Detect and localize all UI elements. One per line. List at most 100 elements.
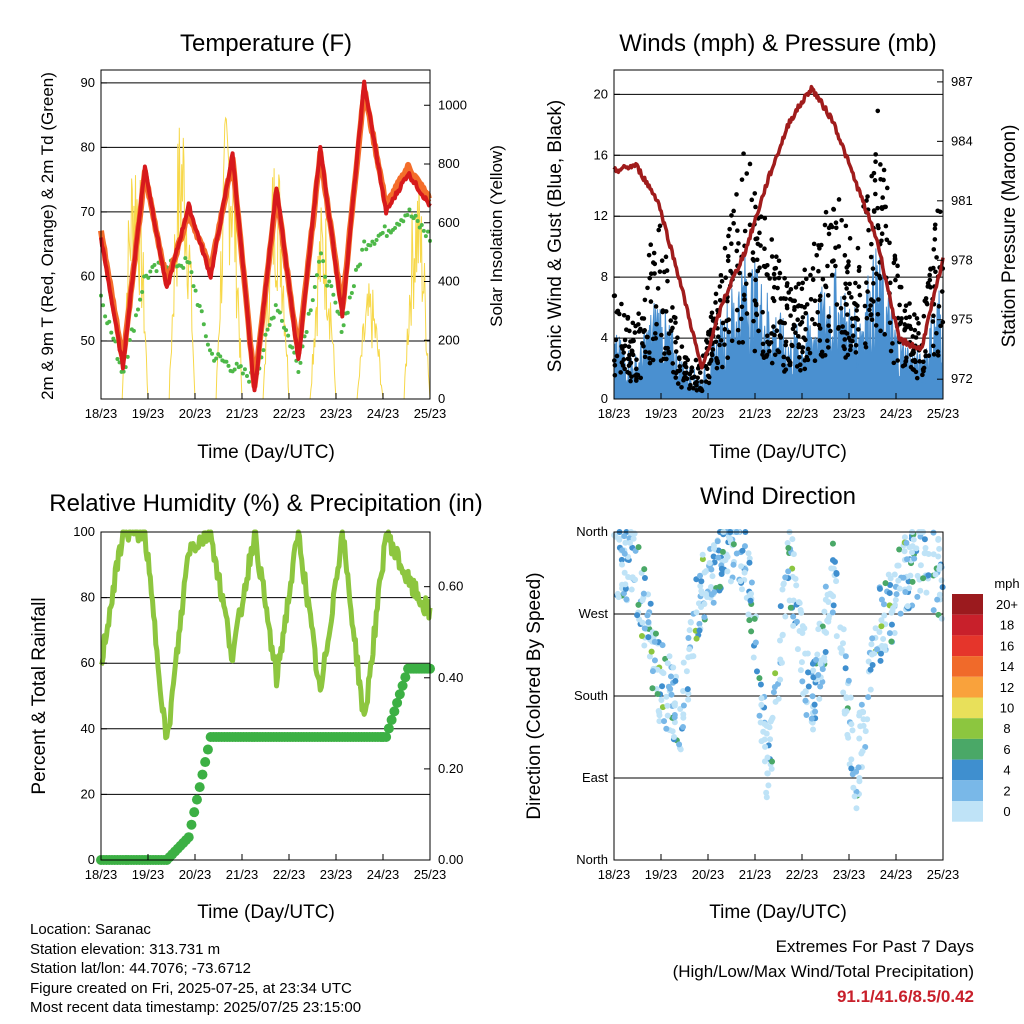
direction-point [886, 590, 893, 597]
direction-point [670, 664, 677, 671]
direction-point [780, 581, 787, 588]
humidity-line [98, 529, 433, 741]
direction-point [894, 562, 901, 569]
precip-point [386, 714, 397, 725]
direction-point [718, 571, 725, 578]
gust-point [622, 366, 627, 372]
gust-point [668, 318, 674, 323]
direction-point [683, 668, 690, 675]
direction-point [711, 589, 718, 596]
direction-point [730, 561, 737, 568]
gust-point [916, 321, 921, 326]
gust-point [713, 291, 719, 297]
direction-point [696, 620, 703, 627]
gust-point [652, 331, 658, 336]
direction-point [645, 634, 652, 641]
gust-point [734, 248, 740, 254]
direction-point [621, 533, 628, 540]
dewpoint-point [425, 229, 430, 234]
gust-point [788, 286, 794, 292]
gust-point [930, 343, 936, 349]
direction-point [857, 723, 864, 730]
gust-point [931, 247, 937, 252]
gust-point [725, 254, 731, 259]
gust-point [825, 263, 830, 269]
gust-point [925, 280, 931, 286]
direction-point [648, 648, 655, 655]
gust-point [755, 268, 761, 274]
gust-point [914, 316, 920, 321]
gust-point [897, 302, 902, 308]
direction-point [671, 719, 678, 726]
temperature-ylabel-right: Solar Insolation (Yellow) [487, 145, 506, 327]
direction-point [892, 596, 899, 603]
gust-point [688, 382, 693, 388]
dewpoint-point [298, 360, 303, 365]
gust-point [845, 269, 850, 275]
direction-point [716, 583, 723, 590]
gust-point [878, 328, 883, 334]
gust-point [823, 283, 828, 289]
speed-legend: mph 20+ 18 16 14 12 10 8 6 4 2 0 [952, 576, 1020, 822]
gust-point [626, 344, 632, 349]
gust-point [868, 312, 874, 317]
gust-point [848, 343, 854, 349]
direction-point [761, 721, 768, 728]
gust-point [619, 360, 625, 365]
dewpoint-point [401, 219, 406, 224]
legend-swatch [952, 697, 983, 719]
gust-point [743, 281, 749, 287]
direction-point [739, 547, 746, 554]
gust-point [645, 285, 650, 291]
x-tick-label: 18/23 [598, 406, 631, 421]
gust-point [652, 261, 658, 267]
gust-point [879, 231, 885, 237]
gust-point [884, 237, 890, 243]
direction-point [868, 651, 875, 658]
direction-point [812, 708, 819, 715]
gust-point [738, 316, 744, 322]
precip-point [186, 819, 197, 830]
gust-point [651, 250, 657, 256]
gust-point [670, 305, 675, 310]
direction-point [651, 638, 658, 645]
gust-point [710, 318, 716, 323]
y-tick-label: 20 [594, 86, 608, 101]
gust-point [826, 231, 832, 237]
direction-point [799, 678, 806, 685]
direction-point [655, 708, 662, 715]
direction-point [930, 551, 937, 558]
dewpoint-point [327, 279, 332, 284]
direction-point [830, 602, 837, 609]
direction-point [850, 784, 857, 791]
direction-point [621, 550, 628, 557]
direction-point [664, 660, 671, 667]
gust-point [908, 326, 914, 331]
direction-point [753, 668, 760, 675]
gust-point [734, 192, 739, 197]
gust-point [625, 314, 631, 320]
gust-point [910, 334, 916, 339]
gust-point [856, 264, 862, 270]
direction-point [663, 693, 670, 700]
gust-point [893, 277, 898, 283]
direction-point [737, 578, 744, 585]
direction-point [614, 590, 621, 597]
gust-point [831, 206, 836, 212]
y2-tick-label: 1000 [438, 97, 467, 112]
y-tick-label: North [576, 524, 608, 539]
gust-point [809, 317, 815, 322]
dewpoint-point [325, 283, 330, 288]
gust-point [862, 341, 868, 346]
direction-point [819, 666, 826, 673]
dewpoint-point [199, 309, 204, 314]
dewpoint-point [358, 262, 363, 267]
direction-point [641, 566, 648, 573]
gust-point [900, 363, 906, 369]
direction-point [790, 613, 797, 620]
direction-point [697, 572, 704, 579]
precip-point [191, 794, 202, 805]
gust-point [805, 346, 811, 352]
gust-point [642, 354, 648, 360]
